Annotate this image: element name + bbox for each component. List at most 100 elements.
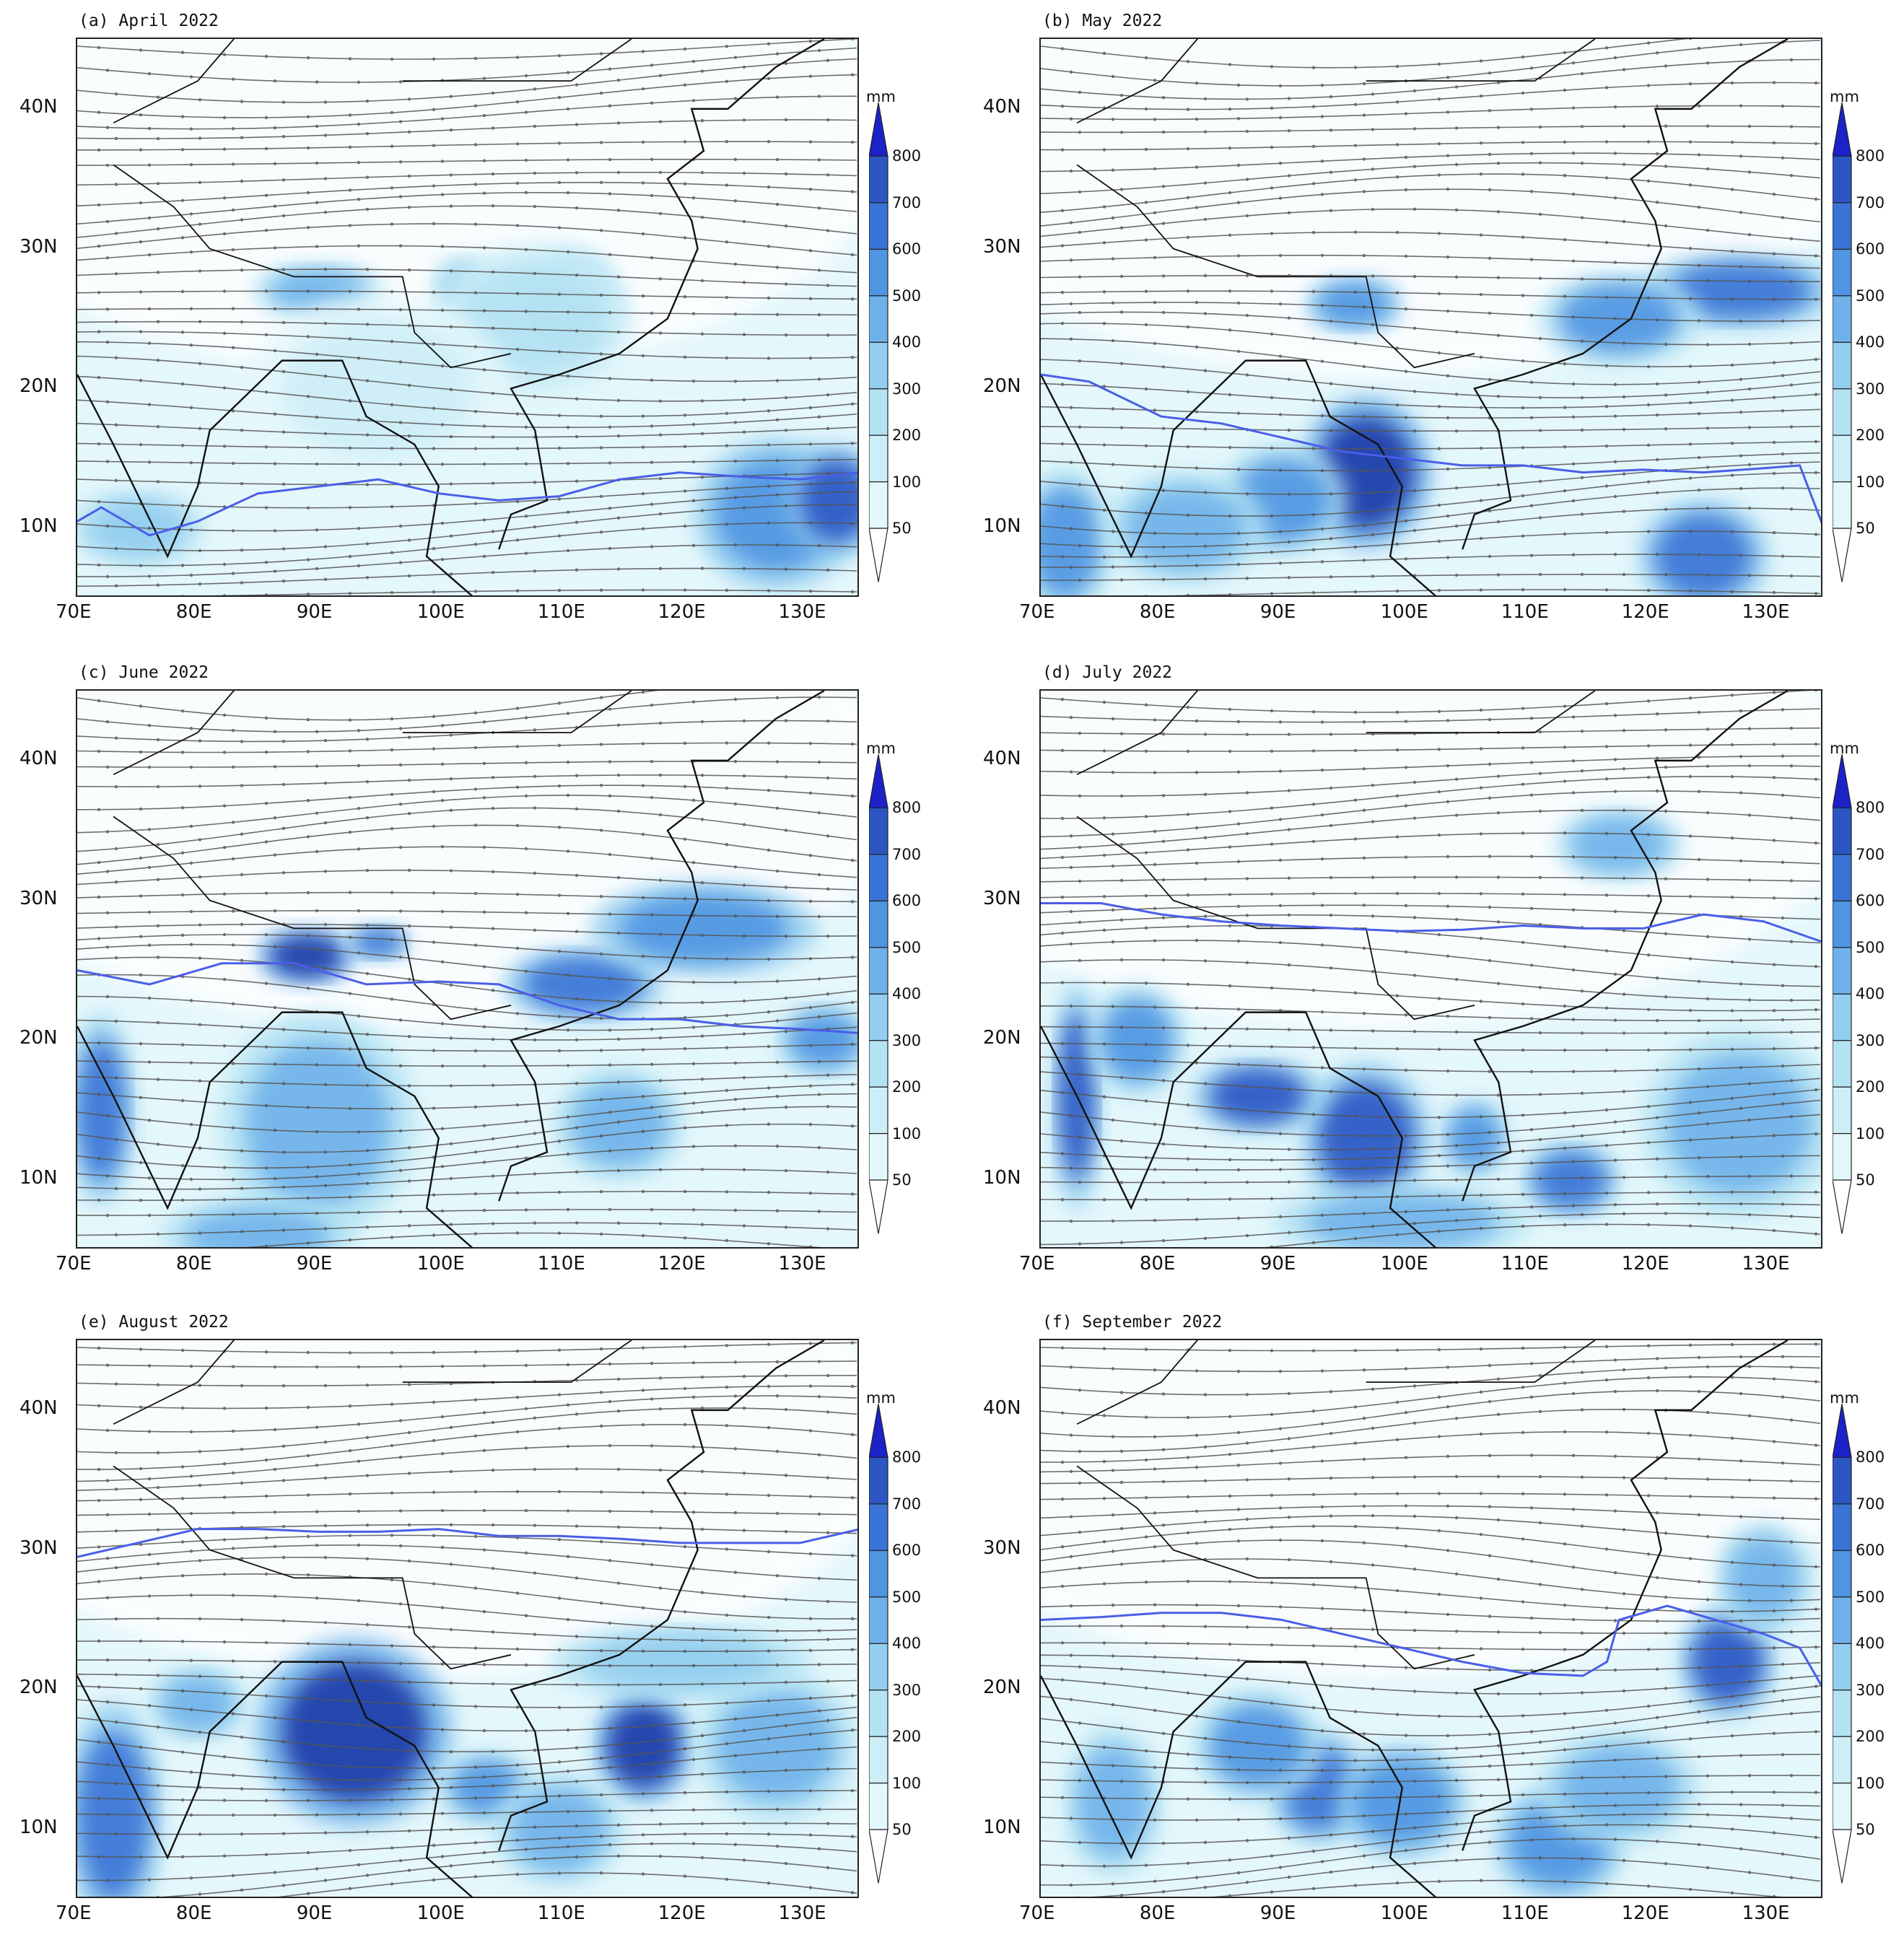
streamline-arrow <box>1203 1885 1208 1889</box>
lon-tick-label: 130E <box>1742 601 1790 623</box>
streamline-arrow <box>1747 727 1752 730</box>
streamline-arrow <box>691 1026 696 1029</box>
streamline-arrow <box>733 421 738 424</box>
streamline-arrow <box>826 173 830 177</box>
streamline-arrow <box>1404 1812 1408 1816</box>
streamline-arrow <box>1111 1764 1115 1767</box>
streamline-arrow <box>1604 484 1609 488</box>
streamline-arrow <box>599 446 603 450</box>
streamline-arrow <box>156 95 160 99</box>
streamline-arrow <box>742 1639 746 1643</box>
streamline-arrow <box>1270 986 1274 990</box>
streamline-arrow <box>156 784 160 789</box>
streamline-arrow <box>566 548 570 553</box>
streamline-arrow <box>1664 1775 1668 1778</box>
streamline <box>77 1060 857 1067</box>
streamline-arrow <box>1781 1154 1785 1158</box>
streamline-arrow <box>1153 1122 1157 1126</box>
streamline-arrow <box>691 1101 696 1105</box>
streamline-arrow <box>641 1189 645 1194</box>
streamline-arrow <box>306 1454 310 1458</box>
streamline-arrow <box>491 270 495 274</box>
streamline-arrow <box>850 402 855 406</box>
streamline-arrow <box>725 1385 729 1389</box>
streamline-arrow <box>808 1429 813 1433</box>
streamline-arrow <box>1437 97 1441 101</box>
streamline-arrow <box>1395 1047 1399 1051</box>
streamline-arrow <box>473 1232 478 1236</box>
streamline-arrow <box>1371 1563 1375 1567</box>
streamline-arrow <box>1772 1440 1776 1443</box>
streamline-arrow <box>658 721 663 725</box>
streamline-arrow <box>240 1481 244 1485</box>
streamline-arrow <box>575 1524 579 1528</box>
streamline-arrow <box>1311 1113 1316 1116</box>
streamline-arrow <box>1789 341 1794 345</box>
streamline-arrow <box>1270 1349 1274 1352</box>
streamline-arrow <box>557 893 562 897</box>
streamline-arrow <box>407 206 411 209</box>
streamline-arrow <box>1538 1176 1542 1181</box>
streamline-arrow <box>1529 152 1534 155</box>
streamline-arrow <box>1613 1018 1617 1022</box>
streamline-arrow <box>1236 301 1241 305</box>
streamline-arrow <box>1329 1747 1333 1751</box>
streamline-arrow <box>491 126 495 130</box>
streamline-arrow <box>407 1146 411 1150</box>
streamline-arrow <box>1236 1658 1241 1662</box>
streamline-arrow <box>1781 1699 1785 1703</box>
streamline-arrow <box>1186 982 1190 986</box>
precip-cell <box>1101 998 1174 1083</box>
streamline-arrow <box>1655 413 1659 417</box>
streamline-arrow <box>641 784 645 787</box>
streamline-arrow <box>1479 355 1483 359</box>
streamline-arrow <box>1563 1748 1567 1752</box>
streamline-arrow <box>524 1156 528 1160</box>
streamline-arrow <box>105 256 110 260</box>
streamline-arrow <box>407 868 411 872</box>
streamline <box>1041 338 1821 385</box>
streamline-arrow <box>1521 1386 1525 1389</box>
streamline-arrow <box>1245 1557 1249 1561</box>
streamline-arrow <box>691 700 696 704</box>
streamline-arrow <box>1730 1096 1734 1100</box>
streamline-arrow <box>407 1472 411 1475</box>
streamline-arrow <box>198 222 202 226</box>
streamline-arrow <box>1772 1609 1776 1613</box>
streamline-arrow <box>365 483 370 486</box>
streamline-arrow <box>1270 551 1274 554</box>
streamline-arrow <box>1781 156 1785 159</box>
streamline-arrow <box>1161 916 1166 919</box>
streamline-arrow <box>323 738 328 743</box>
streamline-arrow <box>440 463 445 466</box>
streamline-arrow <box>1496 1412 1501 1416</box>
streamline-arrow <box>398 1602 403 1606</box>
streamline <box>77 1093 857 1133</box>
streamline-arrow <box>1580 1212 1584 1217</box>
streamline-arrow <box>222 977 227 982</box>
streamline-arrow <box>767 42 771 45</box>
streamline-arrow <box>97 808 101 811</box>
streamline-arrow <box>808 1084 813 1088</box>
streamline-arrow <box>524 847 528 851</box>
lon-tick-label: 110E <box>537 1253 585 1275</box>
streamline-arrow <box>1236 860 1241 863</box>
streamline-arrow <box>348 289 352 293</box>
streamline-arrow <box>231 857 235 861</box>
streamline-arrow <box>650 157 654 161</box>
streamline-arrow <box>1781 554 1785 558</box>
streamline-arrow <box>1278 1370 1283 1373</box>
streamline-arrow <box>147 403 152 406</box>
streamline-arrow <box>784 1407 788 1412</box>
streamline-arrow <box>575 329 579 333</box>
streamline-arrow <box>1245 1839 1249 1843</box>
streamline-arrow <box>566 1845 570 1848</box>
streamline-arrow <box>407 735 411 739</box>
streamline-arrow <box>1622 729 1626 733</box>
streamline-arrow <box>1186 925 1190 928</box>
streamline-arrow <box>1195 1876 1199 1879</box>
streamline-arrow <box>599 1793 603 1797</box>
streamline-arrow <box>1353 510 1358 515</box>
streamline-arrow <box>1739 1391 1743 1396</box>
streamline-arrow <box>641 1423 645 1427</box>
